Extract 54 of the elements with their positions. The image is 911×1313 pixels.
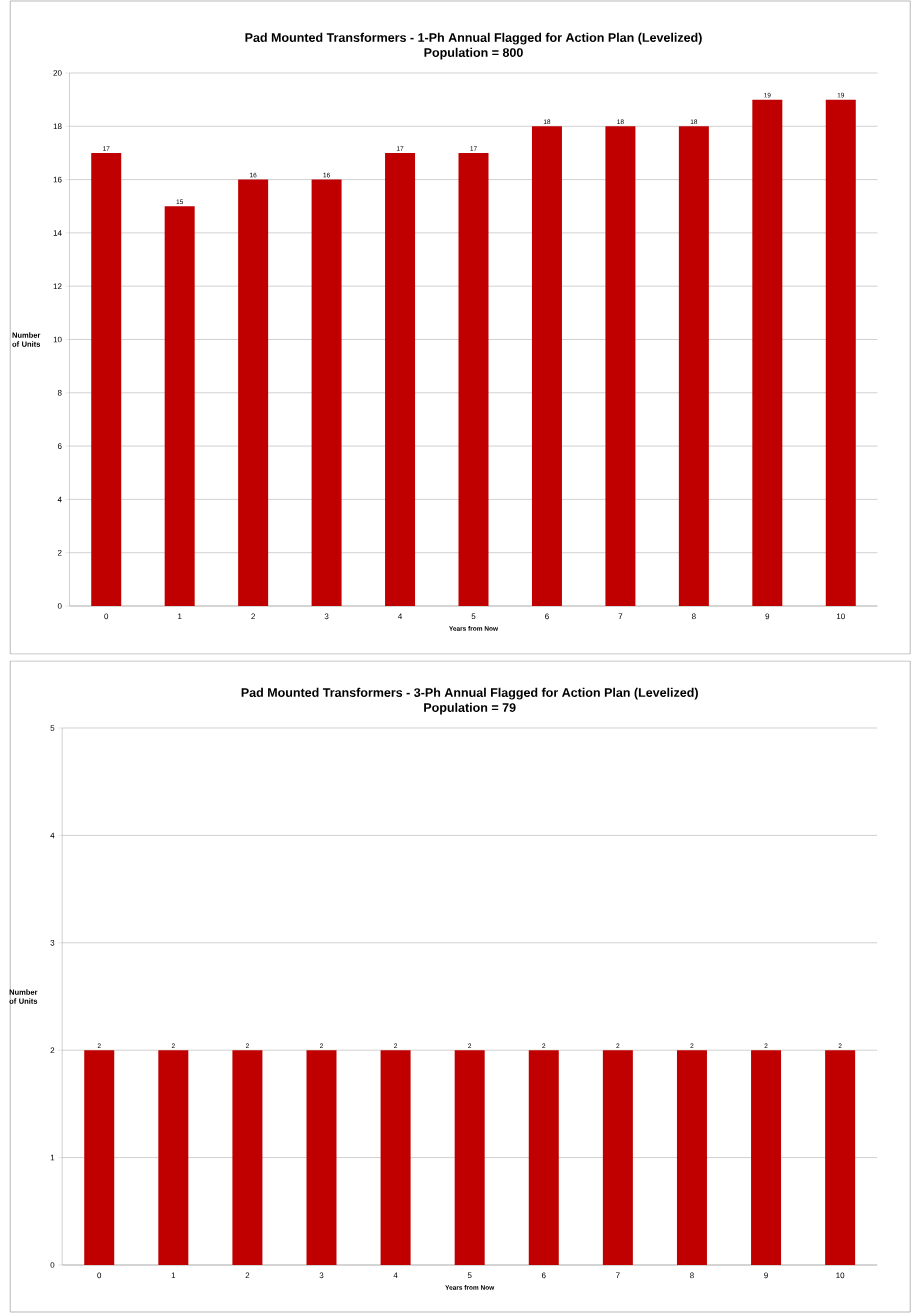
x-tick-label: 0 xyxy=(97,1272,102,1279)
x-tick-label: 2 xyxy=(251,613,255,620)
bar xyxy=(91,152,122,606)
x-tick-label: 7 xyxy=(618,613,623,620)
y-tick-label: 2 xyxy=(57,549,62,556)
x-tick-label: 0 xyxy=(104,613,109,620)
chart-title: Pad Mounted Transformers - 3-Ph Annual Flagged for Action Plan (Levelized) xyxy=(241,687,698,700)
y-tick-label: 4 xyxy=(50,832,55,839)
bar xyxy=(164,206,195,606)
x-tick-label: 1 xyxy=(177,613,182,620)
y-tick-label: 3 xyxy=(50,939,55,946)
x-tick-label: 9 xyxy=(765,613,770,620)
x-tick-label: 2 xyxy=(245,1272,250,1279)
x-tick-label: 7 xyxy=(615,1272,620,1279)
y-tick-label: 0 xyxy=(57,603,62,609)
y-tick-label: 10 xyxy=(53,336,62,343)
x-tick-label: 10 xyxy=(836,613,845,620)
x-tick-label: 8 xyxy=(689,1272,694,1279)
bar xyxy=(384,152,415,606)
x-tick-label: 8 xyxy=(691,613,696,620)
chart-title: Pad Mounted Transformers - 1-Ph Annual Flagged for Action Plan (Levelized) xyxy=(245,32,702,45)
y-tick-label: 18 xyxy=(53,123,62,130)
x-tick-label: 4 xyxy=(397,613,402,620)
y-tick-label: 14 xyxy=(53,230,62,236)
y-tick-label: 2 xyxy=(50,1047,55,1053)
y-tick-label: 4 xyxy=(57,496,62,503)
bar xyxy=(311,179,342,606)
bar xyxy=(678,126,709,606)
chart-subtitle: Population = 79 xyxy=(424,702,516,715)
y-tick-label: 16 xyxy=(53,176,62,183)
bar xyxy=(605,126,636,606)
x-tick-label: 4 xyxy=(393,1272,398,1279)
y-tick-label: 6 xyxy=(57,443,62,449)
y-tick-label: 0 xyxy=(50,1262,55,1268)
x-tick-label: 5 xyxy=(467,1272,472,1279)
y-tick-label: 20 xyxy=(53,70,62,76)
bar xyxy=(238,179,269,606)
x-tick-label: 5 xyxy=(471,613,476,620)
bar xyxy=(752,99,783,606)
x-tick-label: 6 xyxy=(541,1272,546,1279)
x-tick-label: 6 xyxy=(545,613,549,620)
y-tick-label: 1 xyxy=(50,1154,55,1161)
x-tick-label: 9 xyxy=(764,1272,768,1279)
bar xyxy=(458,152,489,606)
y-tick-label: 12 xyxy=(53,283,62,289)
x-tick-label: 3 xyxy=(324,613,329,620)
bar xyxy=(825,99,856,606)
x-tick-label: 3 xyxy=(319,1272,324,1279)
y-tick-label: 8 xyxy=(57,389,62,396)
chart-subtitle: Population = 800 xyxy=(424,47,523,60)
x-tick-label: 1 xyxy=(171,1272,176,1279)
y-tick-label: 5 xyxy=(50,725,55,731)
bar xyxy=(531,126,562,606)
x-tick-label: 10 xyxy=(836,1272,845,1279)
